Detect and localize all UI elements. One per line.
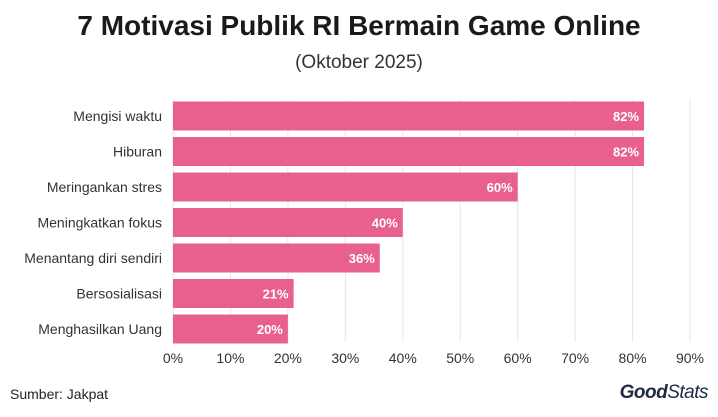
- bar-4: [173, 243, 380, 273]
- bar-chart: Mengisi waktu Hiburan Meringankan stres Men…: [24, 100, 704, 366]
- x-tick-label-10: 10%: [216, 350, 244, 366]
- value-label-5: 21%: [263, 287, 289, 302]
- category-label-0: Mengisi waktu: [73, 108, 162, 124]
- x-tick-label-50: 50%: [446, 350, 474, 366]
- logo-part-good: Good: [619, 382, 668, 403]
- source-note: Sumber: Jakpat: [10, 386, 109, 402]
- x-tick-labels: 0% 10% 20% 30% 40% 50% 60% 70% 80% 90%: [163, 350, 704, 366]
- category-label-6: Menghasilkan Uang: [38, 321, 162, 337]
- logo-part-stats: Stats: [667, 382, 708, 403]
- category-label-4: Menantang diri sendiri: [24, 250, 162, 266]
- bar-0: [173, 101, 645, 131]
- chart-subtitle: (Oktober 2025): [295, 52, 423, 73]
- value-labels: 82% 82% 60% 40% 36% 21% 20%: [257, 109, 640, 337]
- x-tick-label-30: 30%: [331, 350, 359, 366]
- x-tick-label-90: 90%: [676, 350, 704, 366]
- x-tick-label-40: 40%: [389, 350, 417, 366]
- bar-1: [173, 137, 645, 166]
- category-label-1: Hiburan: [113, 144, 162, 160]
- x-tick-label-70: 70%: [561, 350, 589, 366]
- x-tick-label-80: 80%: [619, 350, 647, 366]
- category-label-5: Bersosialisasi: [76, 286, 162, 302]
- value-label-0: 82%: [613, 109, 639, 124]
- goodstats-logo: GoodStats: [619, 382, 709, 404]
- x-tick-label-0: 0%: [163, 350, 183, 366]
- value-label-4: 36%: [349, 251, 375, 266]
- x-tick-label-20: 20%: [274, 350, 302, 366]
- bar-6: [173, 314, 288, 344]
- chart-title: 7 Motivasi Publik RI Bermain Game Online: [77, 10, 641, 41]
- value-label-1: 82%: [613, 145, 639, 160]
- value-label-6: 20%: [257, 322, 283, 337]
- category-label-2: Meringankan stres: [47, 179, 162, 195]
- bars: [173, 101, 645, 344]
- bar-5: [173, 279, 294, 308]
- category-label-3: Meningkatkan fokus: [37, 215, 162, 231]
- value-label-2: 60%: [487, 180, 513, 195]
- category-labels: Mengisi waktu Hiburan Meringankan stres Men…: [24, 108, 162, 337]
- value-label-3: 40%: [372, 216, 398, 231]
- bar-2: [173, 172, 518, 202]
- bar-3: [173, 208, 403, 237]
- x-tick-label-60: 60%: [504, 350, 532, 366]
